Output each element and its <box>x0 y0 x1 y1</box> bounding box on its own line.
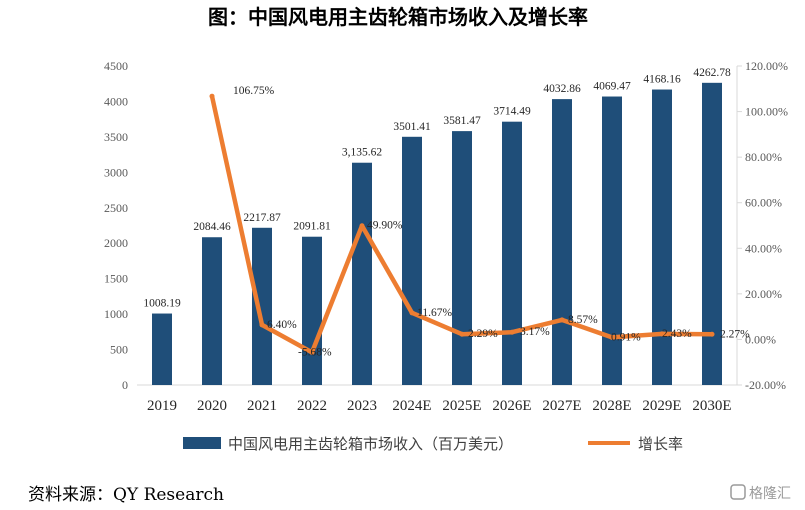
line-data-label: 49.90% <box>367 220 403 232</box>
growth-line-series <box>209 93 715 355</box>
watermark: 格隆汇 <box>730 484 791 502</box>
growth-rate-point <box>459 331 465 337</box>
right-tick-label: 0.00% <box>745 332 776 346</box>
left-tick-label: 3500 <box>104 130 128 144</box>
category-label: 2029E <box>642 398 681 414</box>
bar-data-label: 1008.19 <box>143 298 181 310</box>
growth-rate-point <box>559 317 565 323</box>
right-tick-label: 20.00% <box>745 287 782 301</box>
left-tick-label: 4000 <box>104 94 128 108</box>
growth-rate-point <box>609 334 615 340</box>
bar-data-label: 4032.86 <box>543 83 581 95</box>
line-data-label: 2.27% <box>720 328 750 340</box>
revenue-bar <box>452 131 472 385</box>
revenue-bar <box>652 89 672 385</box>
category-label: 2024E <box>392 398 431 414</box>
line-data-label: 3.17% <box>520 326 550 338</box>
category-label: 2021 <box>247 398 277 414</box>
revenue-bar <box>352 162 372 385</box>
bar-data-labels: 1008.19 2084.46 2217.87 2091.81 3,135.62 3501… <box>143 67 731 310</box>
bar-data-label: 2091.81 <box>293 221 331 233</box>
growth-rate-point <box>309 349 315 355</box>
revenue-bar <box>502 121 522 385</box>
bar-data-label: 4168.16 <box>643 74 681 86</box>
category-label: 2025E <box>442 398 481 414</box>
revenue-bar <box>402 136 422 385</box>
category-label: 2027E <box>542 398 581 414</box>
line-data-label: 2.43% <box>662 328 692 340</box>
watermark-logo-icon <box>730 484 746 500</box>
legend-bar-label: 中国风电用主齿轮箱市场收入（百万美元） <box>228 435 513 453</box>
left-tick-label: 2000 <box>104 236 128 250</box>
growth-rate-point <box>509 329 515 335</box>
revenue-bar <box>152 313 172 385</box>
line-data-label: 2.29% <box>468 328 498 340</box>
line-data-label: 106.75% <box>233 85 275 97</box>
bar-data-label: 3581.47 <box>443 115 481 127</box>
line-data-labels: 106.75% 6.40% -5.68% 49.90% 11.67% 2.29% 3.17%… <box>233 85 750 358</box>
left-tick-label: 1500 <box>104 272 128 286</box>
growth-rate-point <box>409 310 415 316</box>
growth-rate-point <box>209 93 215 99</box>
growth-rate-point <box>709 331 715 337</box>
right-tick-label: 60.00% <box>745 196 782 210</box>
category-label: 2019 <box>147 398 177 414</box>
left-tick-label: 1000 <box>104 307 128 321</box>
line-data-label: 8.57% <box>568 314 598 326</box>
category-label: 2028E <box>592 398 631 414</box>
left-tick-label: 500 <box>110 343 128 357</box>
chart-title: 图：中国风电用主齿轮箱市场收入及增长率 <box>208 5 588 29</box>
bar-data-label: 3714.49 <box>493 106 531 118</box>
revenue-bar <box>302 236 322 385</box>
right-tick-label: 40.00% <box>745 241 782 255</box>
bar-data-label: 4069.47 <box>593 81 631 93</box>
line-data-label: 0.91% <box>611 331 641 343</box>
line-data-label: -5.68% <box>298 346 332 358</box>
right-tick-label: -20.00% <box>745 378 786 392</box>
left-axis: 0 500 1000 1500 2000 2500 3000 3500 4000 4500 <box>104 59 128 392</box>
left-tick-label: 4500 <box>104 59 128 73</box>
category-label: 2022 <box>297 398 327 414</box>
growth-rate-point <box>259 322 265 328</box>
right-tick-label: 120.00% <box>745 59 788 73</box>
growth-rate-point <box>659 331 665 337</box>
bar-data-label: 2084.46 <box>193 221 231 233</box>
line-data-label: 6.40% <box>267 319 297 331</box>
legend-bar-swatch <box>183 437 221 449</box>
source-note: 资料来源：QY Research <box>28 485 224 505</box>
legend-line-label: 增长率 <box>638 435 683 453</box>
left-tick-label: 2500 <box>104 201 128 215</box>
category-label: 2023 <box>347 398 377 414</box>
left-tick-label: 0 <box>122 378 128 392</box>
legend: 中国风电用主齿轮箱市场收入（百万美元） 增长率 <box>183 435 683 453</box>
right-axis: -20.00% 0.00% 20.00% 40.00% 60.00% 80.00% 100.… <box>736 59 788 392</box>
bar-data-label: 2217.87 <box>243 212 281 224</box>
growth-rate-point <box>359 223 365 229</box>
right-tick-label: 80.00% <box>745 150 782 164</box>
left-tick-label: 3000 <box>104 165 128 179</box>
revenue-bar <box>252 227 272 385</box>
revenue-bar <box>602 96 622 386</box>
watermark-text: 格隆汇 <box>749 486 791 502</box>
category-label: 2026E <box>492 398 531 414</box>
category-label: 2020 <box>197 398 227 414</box>
bar-data-label: 4262.78 <box>693 67 731 79</box>
revenue-bar <box>702 82 722 386</box>
bar-data-label: 3,135.62 <box>342 147 383 159</box>
revenue-bar <box>552 99 572 385</box>
bar-series <box>152 82 722 386</box>
revenue-bar <box>202 237 222 385</box>
category-label: 2030E <box>692 398 731 414</box>
category-labels: 2019 2020 2021 2022 2023 2024E 2025E 2026E 2027E… <box>147 398 732 414</box>
line-data-label: 11.67% <box>417 307 452 319</box>
bar-data-label: 3501.41 <box>393 121 431 133</box>
right-tick-label: 100.00% <box>745 105 788 119</box>
